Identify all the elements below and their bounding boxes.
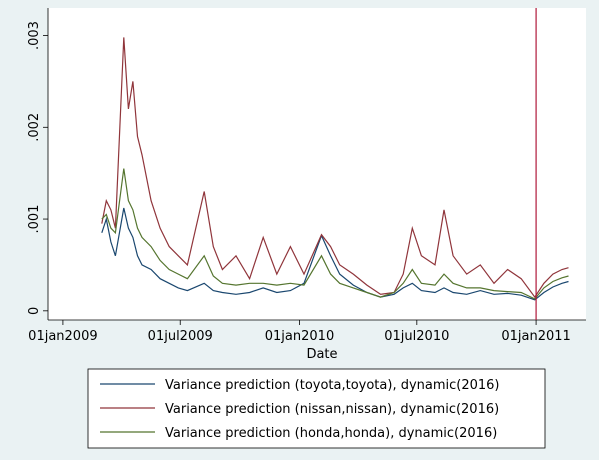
legend-label: Variance prediction (nissan,nissan), dyn… [165, 402, 499, 417]
x-axis-title: Date [306, 347, 337, 362]
legend-label: Variance prediction (honda,honda), dynam… [165, 426, 497, 441]
plot-area [48, 8, 586, 320]
x-tick-label: 01jul2010 [384, 329, 449, 344]
x-tick-label: 01jan2010 [265, 329, 334, 344]
y-tick-label: .001 [27, 205, 42, 234]
y-tick-label: .003 [27, 21, 42, 50]
series-line [101, 37, 569, 299]
series-line [101, 207, 569, 301]
x-tick-label: 01jan2009 [28, 329, 97, 344]
series-line [101, 168, 569, 300]
x-tick-label: 01jul2009 [148, 329, 213, 344]
y-tick-label: .002 [27, 113, 42, 142]
legend [87, 368, 546, 449]
y-tick-label: 0 [27, 307, 42, 315]
x-tick-label: 01jan2011 [501, 329, 570, 344]
legend-label: Variance prediction (toyota,toyota), dyn… [165, 378, 500, 393]
